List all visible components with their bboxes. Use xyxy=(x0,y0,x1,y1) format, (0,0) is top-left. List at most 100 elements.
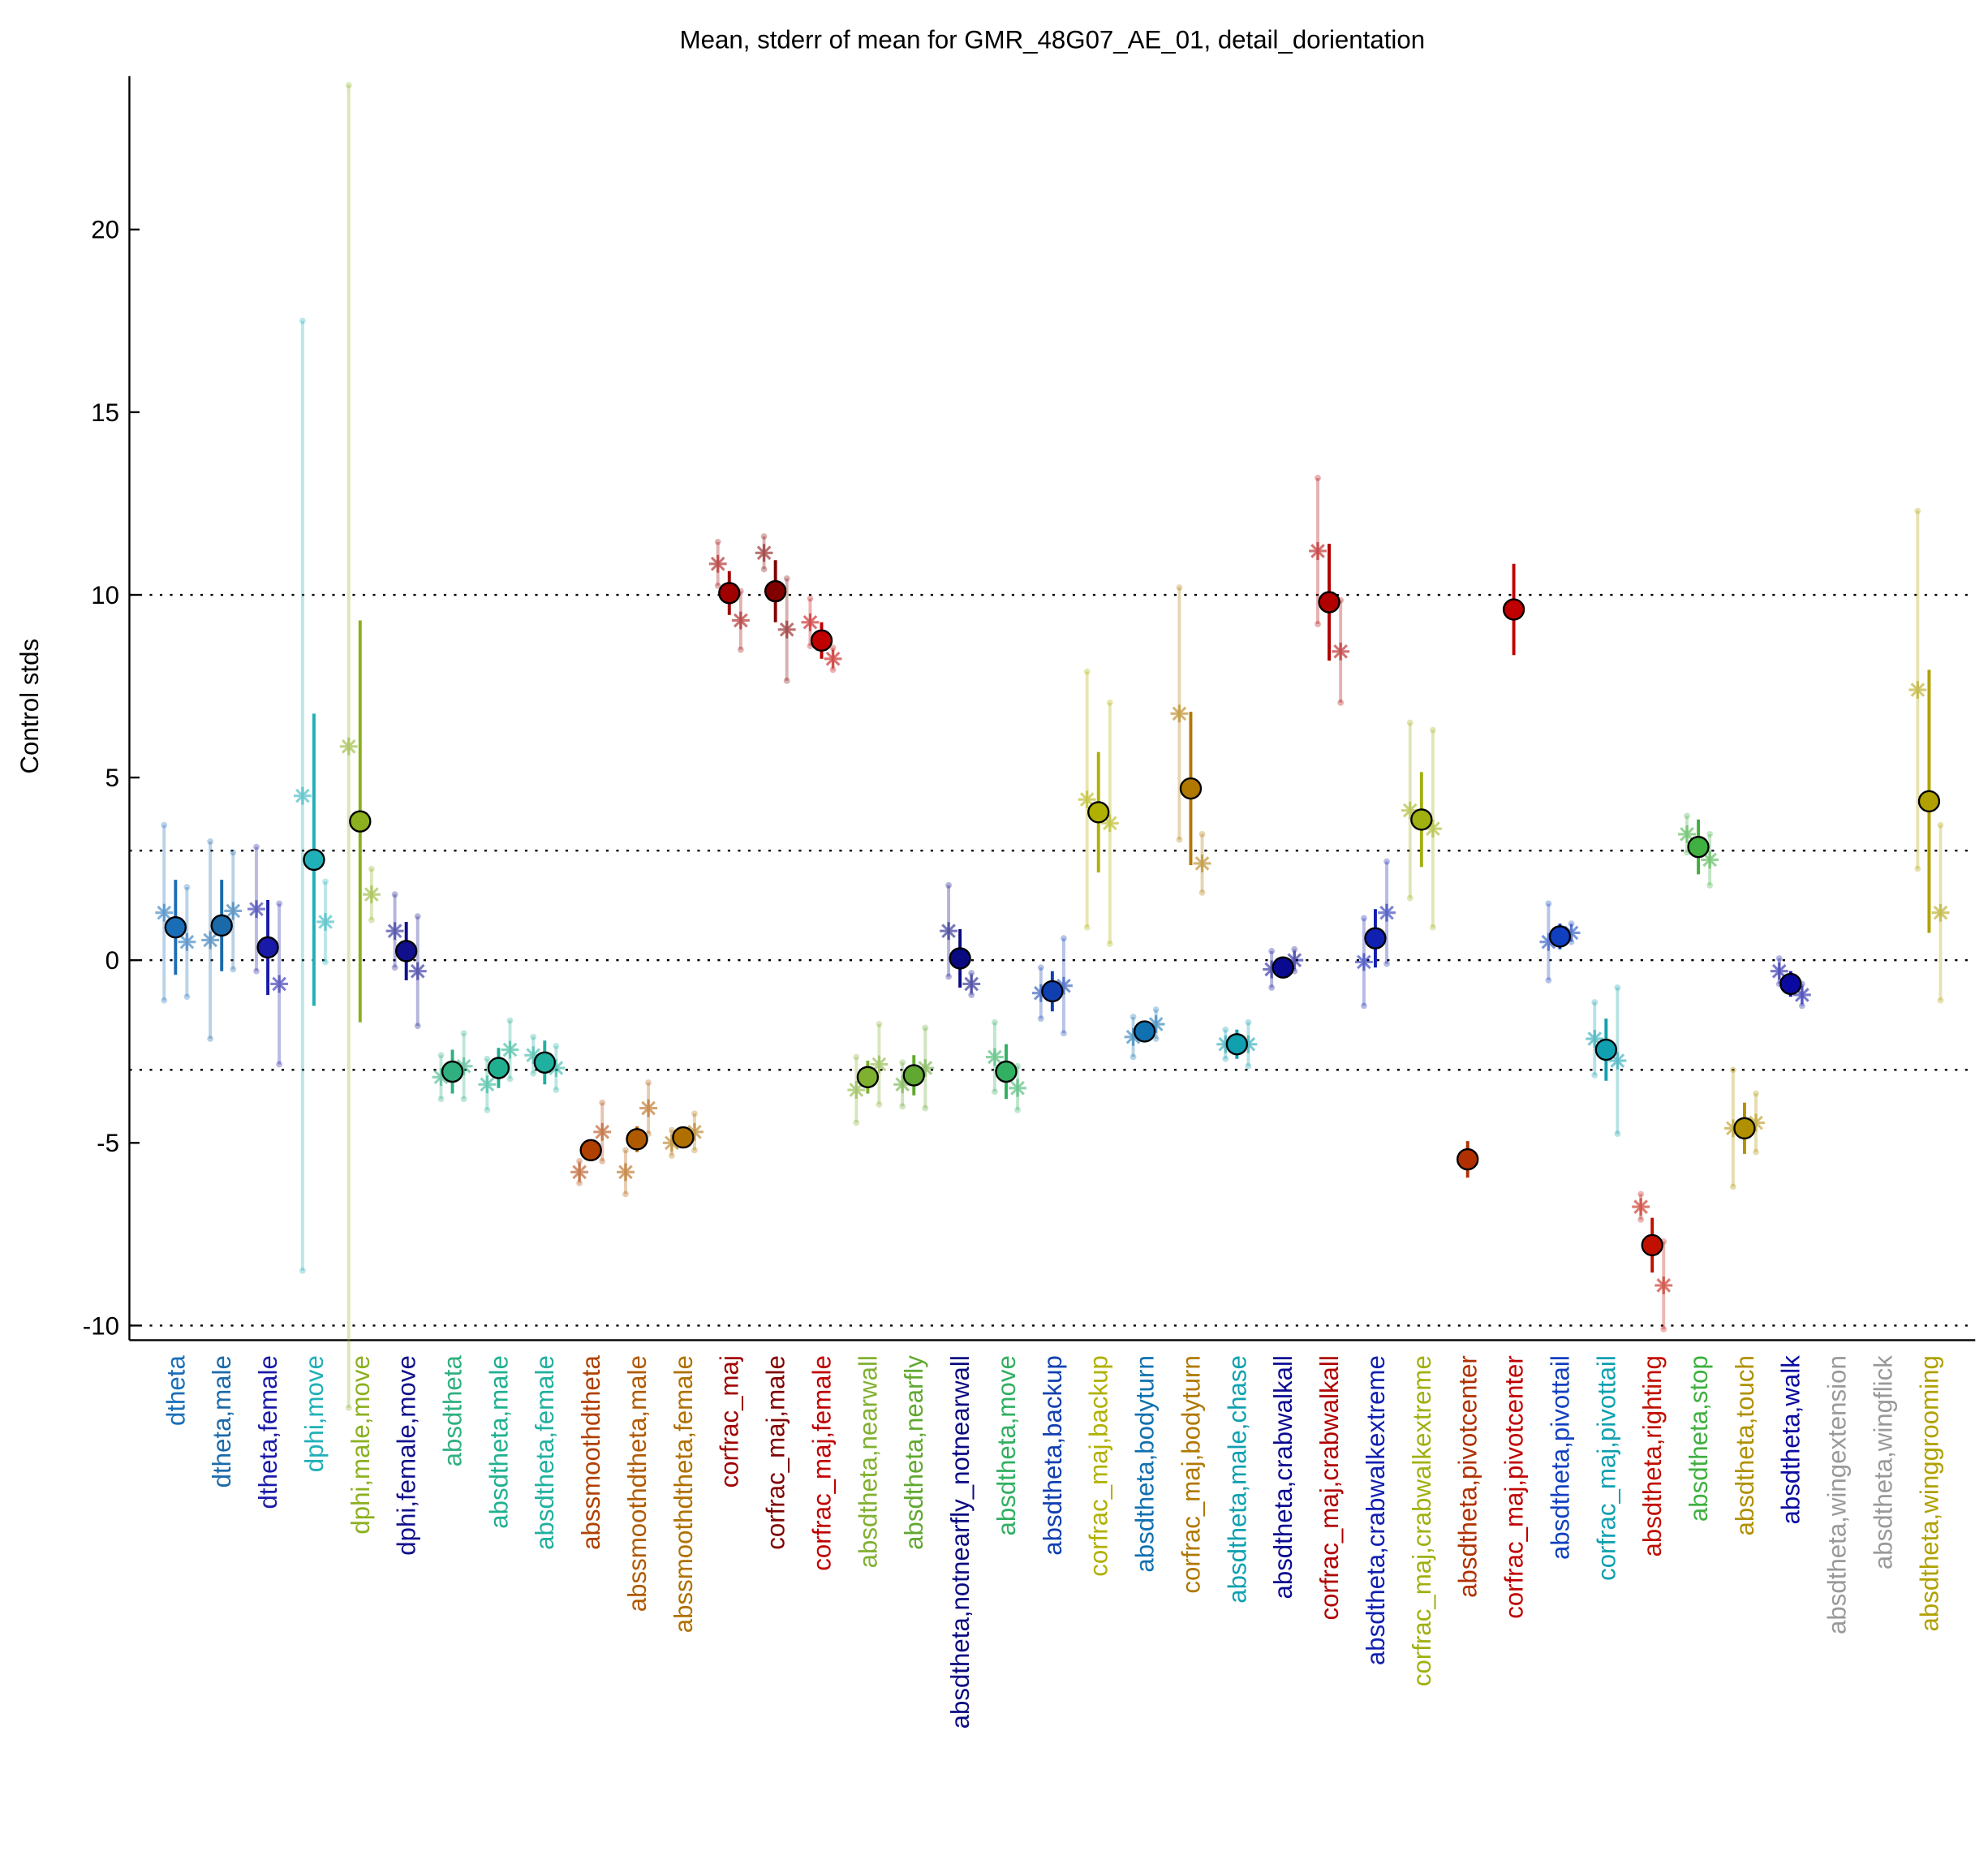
side-error-cap xyxy=(460,1030,467,1037)
mean-marker xyxy=(764,579,787,603)
side-error-cap xyxy=(553,1043,560,1049)
star-marker xyxy=(1170,704,1189,723)
mean-marker xyxy=(672,1126,695,1149)
mean-marker xyxy=(579,1139,602,1161)
side-error-cap xyxy=(1798,1002,1805,1010)
side-error-cap xyxy=(276,900,283,907)
star-stroke xyxy=(1771,963,1787,979)
star-marker xyxy=(408,962,427,980)
side-error-cap xyxy=(853,1119,860,1126)
side-error-cap xyxy=(714,538,721,545)
mean-marker xyxy=(626,1128,648,1151)
side-error-cap xyxy=(1429,924,1436,931)
star-stroke xyxy=(1379,905,1394,920)
star-marker xyxy=(708,554,727,573)
mean-marker xyxy=(1548,925,1572,948)
side-error-cap xyxy=(161,821,168,829)
side-error-cap xyxy=(391,891,398,898)
side-error-cap xyxy=(1637,1190,1645,1198)
side-error-cap xyxy=(1014,1106,1021,1113)
star-marker xyxy=(777,620,796,639)
x-tick-label: abssmoothdtheta xyxy=(577,1355,605,1550)
star-marker xyxy=(1655,1276,1673,1294)
x-tick-label: absdtheta,backup xyxy=(1039,1355,1067,1556)
star-marker xyxy=(155,903,174,922)
side-error-cap xyxy=(1937,821,1944,829)
side-error-cap xyxy=(876,1101,883,1108)
side-error-cap xyxy=(783,575,790,582)
star-marker xyxy=(247,900,265,919)
side-error-cap xyxy=(829,666,837,674)
star-stroke xyxy=(849,1083,864,1097)
star-marker xyxy=(1009,1079,1026,1097)
star-marker xyxy=(293,786,312,805)
mean-marker xyxy=(441,1060,464,1083)
y-tick-label: 10 xyxy=(91,581,119,609)
star-stroke xyxy=(272,976,286,992)
side-error-cap xyxy=(1106,699,1113,706)
x-tick-label: corfrac_maj xyxy=(716,1355,744,1488)
mean-marker xyxy=(1225,1033,1249,1056)
star-marker xyxy=(962,975,981,993)
star-stroke xyxy=(526,1048,541,1063)
side-error-cap xyxy=(899,1103,906,1110)
star-stroke xyxy=(825,651,841,666)
side-error-cap xyxy=(1337,699,1345,706)
side-error-cap xyxy=(1222,1026,1229,1033)
side-error-cap xyxy=(484,1106,491,1113)
x-tick-label: corfrac_maj,male xyxy=(762,1355,790,1550)
side-error-cap xyxy=(1083,924,1091,931)
mean-marker xyxy=(1687,835,1710,859)
side-error-cap xyxy=(484,1055,491,1062)
side-error-cap xyxy=(1775,955,1783,962)
star-marker xyxy=(1193,854,1211,872)
star-marker xyxy=(617,1163,635,1182)
side-error-cap xyxy=(1268,984,1276,991)
side-error-cap xyxy=(599,1099,606,1106)
mean-marker xyxy=(533,1051,556,1074)
side-error-cap xyxy=(530,1070,537,1077)
star-marker xyxy=(1908,681,1927,700)
side-error-cap xyxy=(691,1110,698,1117)
star-stroke xyxy=(318,915,333,929)
side-error-cap xyxy=(1684,812,1690,820)
mean-marker xyxy=(995,1060,1018,1083)
side-error-cap xyxy=(230,966,237,973)
side-error-cap xyxy=(807,595,814,602)
star-stroke xyxy=(364,887,379,902)
x-tick-label: absdtheta,wingflick xyxy=(1869,1355,1897,1569)
side-error-cap xyxy=(437,1052,445,1059)
star-stroke xyxy=(1310,544,1325,558)
x-tick-label: corfrac_maj,female xyxy=(807,1355,836,1571)
x-tick-label: abssmoothdtheta,female xyxy=(669,1355,698,1633)
star-stroke xyxy=(1333,644,1348,659)
side-error-cap xyxy=(1545,977,1552,984)
side-error-cap xyxy=(1914,865,1921,872)
x-tick-label: dphi,female,move xyxy=(393,1355,421,1556)
side-error-cap xyxy=(1614,984,1621,991)
x-tick-label: absdtheta,nearwall xyxy=(854,1355,882,1568)
side-error-cap xyxy=(345,82,352,88)
x-tick-label: dphi,male,move xyxy=(346,1355,375,1535)
mean-marker xyxy=(1364,927,1387,949)
star-marker xyxy=(1586,1030,1604,1048)
x-tick-label: absdtheta,notnearfly_notnearwall xyxy=(946,1355,975,1729)
side-error-cap xyxy=(876,1021,883,1027)
y-tick-label: 15 xyxy=(91,398,119,427)
star-stroke xyxy=(1357,954,1371,970)
star-stroke xyxy=(1172,706,1187,721)
star-stroke xyxy=(1402,803,1418,818)
star-stroke xyxy=(1426,821,1440,836)
x-tick-label: corfrac_maj,bodyturn xyxy=(1177,1355,1205,1593)
star-stroke xyxy=(1933,905,1948,920)
mean-marker xyxy=(1133,1020,1156,1043)
mean-marker xyxy=(1641,1234,1663,1257)
side-error-cap xyxy=(1268,948,1276,954)
x-tick-label: dtheta,male xyxy=(208,1355,236,1488)
side-error-cap xyxy=(1591,999,1599,1005)
side-error-cap xyxy=(1222,1055,1229,1062)
star-marker xyxy=(385,922,404,941)
side-error-cap xyxy=(853,1053,860,1061)
star-stroke xyxy=(1010,1080,1025,1096)
mean-marker xyxy=(1041,980,1064,1003)
